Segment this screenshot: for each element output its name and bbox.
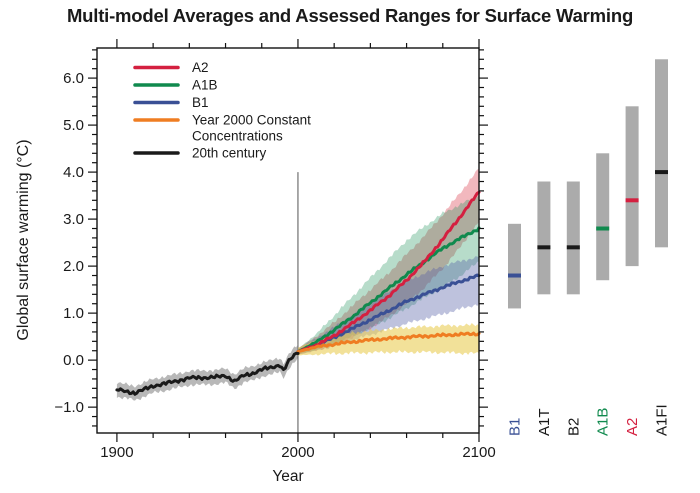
x-axis-label: Year xyxy=(272,468,304,485)
range-bar-A2 xyxy=(625,106,639,267)
best-estimate-A1FI xyxy=(655,170,668,175)
range-bar-label-A2: A2 xyxy=(624,418,641,436)
y-tick-label: 1.0 xyxy=(63,305,84,322)
assessed-range-bars: B1 A1T B2 A1B A2 A1FI xyxy=(507,59,671,436)
line-const xyxy=(296,331,481,354)
best-estimate-B2 xyxy=(566,245,580,250)
range-bar-label-B2: B2 xyxy=(565,418,582,436)
band-a2 xyxy=(298,168,479,355)
range-bar-A1B xyxy=(596,153,610,281)
range-bar-A1FI xyxy=(655,59,668,248)
y-axis-label: Global surface warming (°C) xyxy=(15,139,32,341)
best-estimate-A1B xyxy=(596,226,610,231)
scenario-lines xyxy=(115,190,481,396)
legend-label: A1B xyxy=(192,78,218,93)
best-estimate-A1T xyxy=(537,245,551,250)
chart-title: Multi-model Averages and Assessed Ranges… xyxy=(66,5,634,26)
y-tick-label: 6.0 xyxy=(63,70,84,87)
range-bar-B2 xyxy=(566,181,580,295)
best-estimate-B1 xyxy=(508,273,521,278)
range-bar-label-A1B: A1B xyxy=(595,408,612,436)
legend-label: B1 xyxy=(192,95,209,110)
range-bar-label-B1: B1 xyxy=(507,418,524,436)
y-tick-label: −1.0 xyxy=(54,399,84,416)
band-hist xyxy=(116,344,299,401)
range-bar-B1 xyxy=(508,223,521,309)
y-tick-label: 4.0 xyxy=(63,164,84,181)
y-tick-label: 3.0 xyxy=(63,211,84,228)
y-tick-label: 2.0 xyxy=(63,258,84,275)
y-tick-label: 5.0 xyxy=(63,117,84,134)
y-tick-label: 0.0 xyxy=(63,352,84,369)
legend-label: A2 xyxy=(192,60,209,75)
x-tick-label: 2000 xyxy=(281,444,314,461)
axes: 1900 2000 2100 6.0 5.0 4.0 3.0 2.0 1.0 0.0 −1.0 xyxy=(54,39,496,461)
band-a1b xyxy=(298,195,479,355)
legend-label: 20th century xyxy=(192,146,267,161)
line-a1b xyxy=(296,226,481,354)
line-a2 xyxy=(296,190,481,354)
x-tick-label: 2100 xyxy=(462,444,495,461)
legend-label: Concentrations xyxy=(192,129,283,144)
x-tick-label: 1900 xyxy=(100,444,133,461)
legend-label: Year 2000 Constant xyxy=(192,113,311,128)
line-hist xyxy=(115,351,300,396)
plot-frame xyxy=(96,47,480,434)
range-bar-label-A1T: A1T xyxy=(536,408,553,436)
best-estimate-A2 xyxy=(625,198,639,203)
range-bar-A1T xyxy=(537,181,551,295)
range-bar-label-A1FI: A1FI xyxy=(654,404,671,436)
